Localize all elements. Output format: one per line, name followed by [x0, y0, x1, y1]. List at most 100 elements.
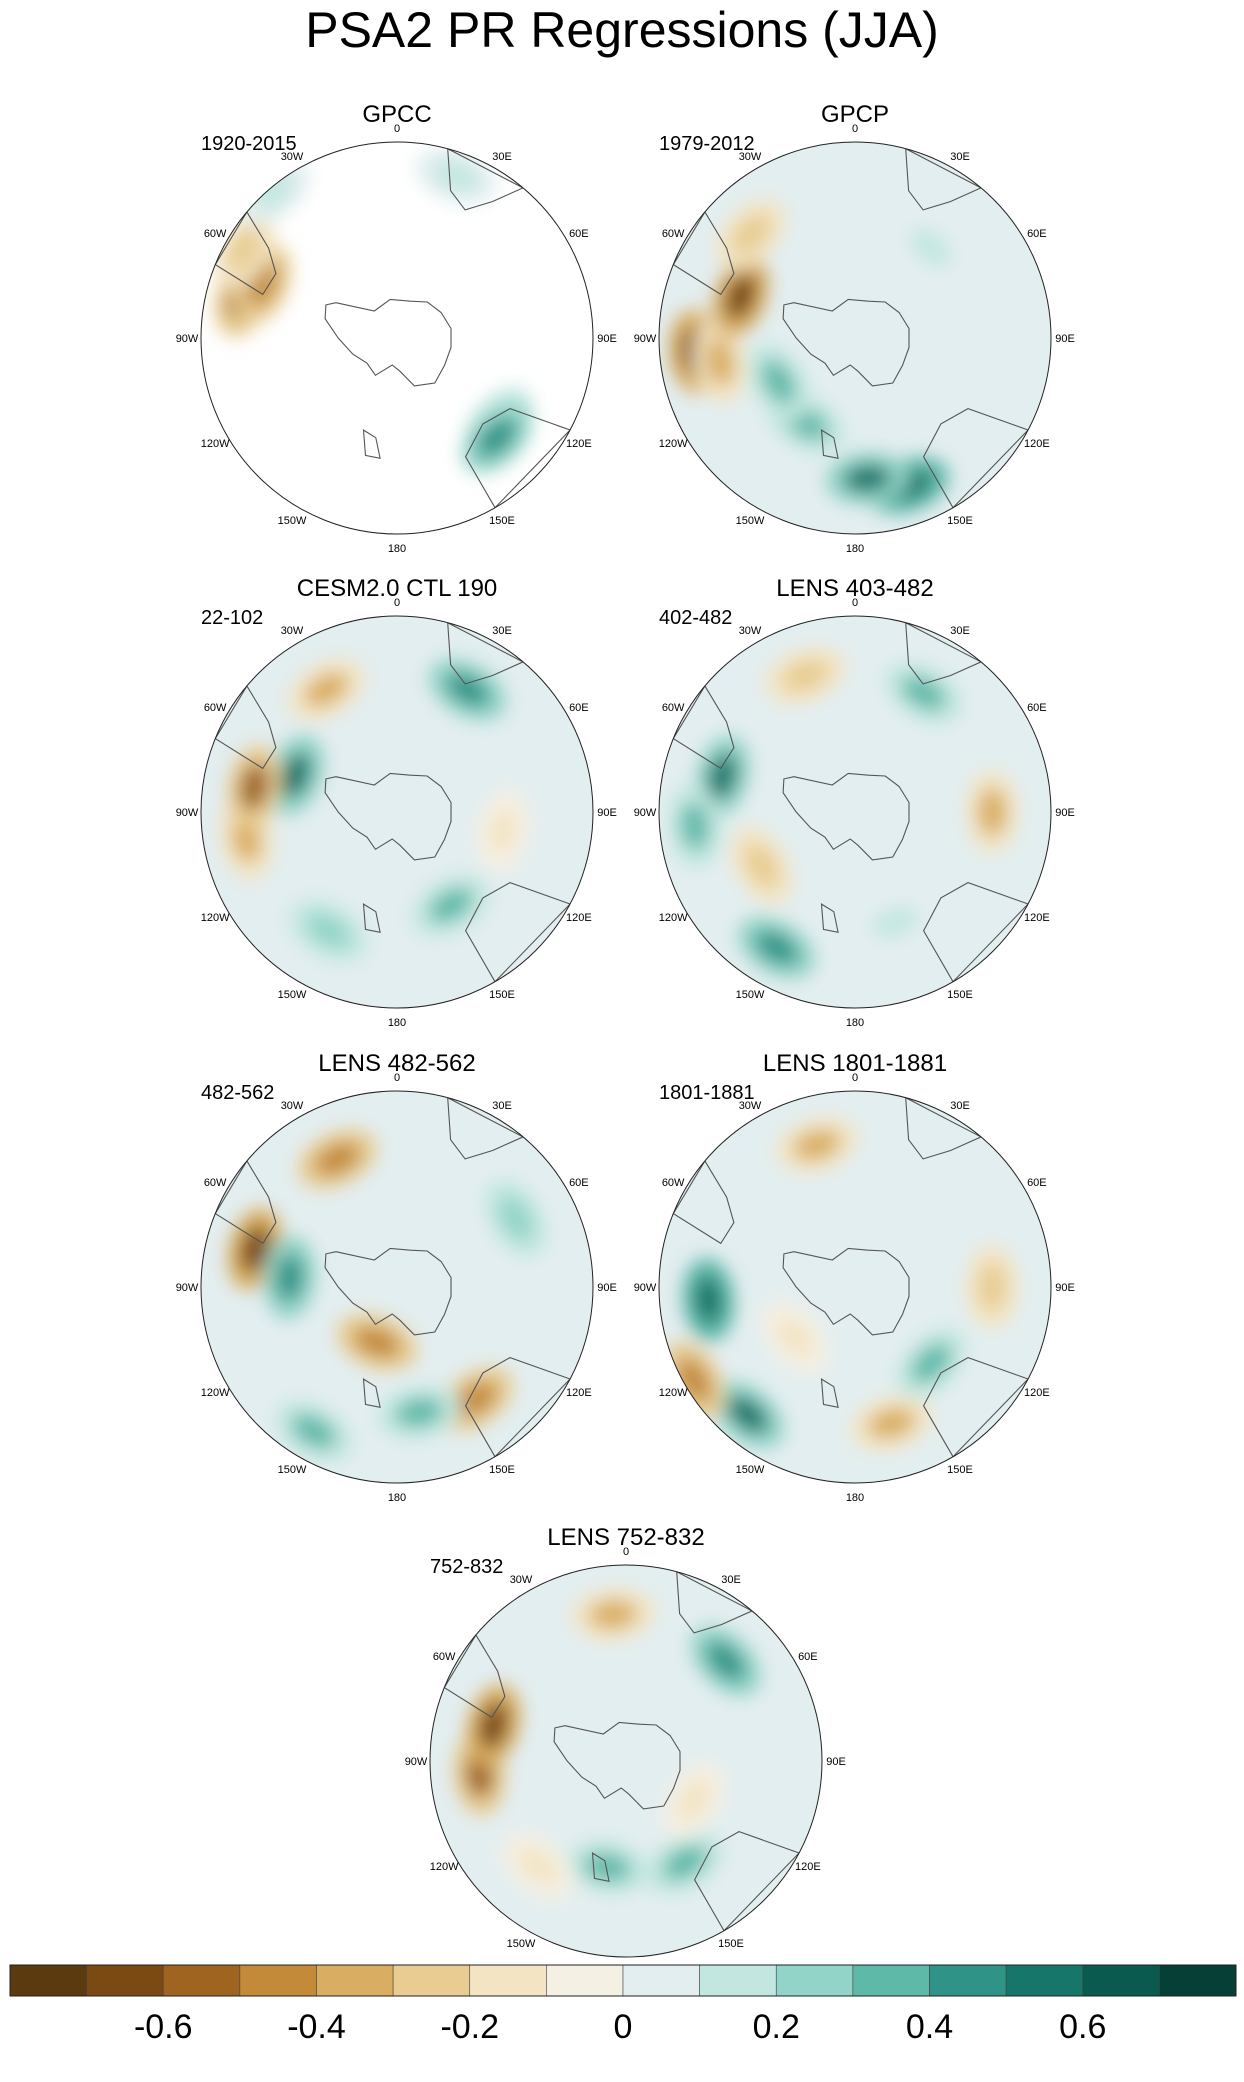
anomaly-core — [910, 229, 952, 267]
anomaly-core — [304, 672, 349, 707]
panel-title: CESM2.0 CTL 190 — [297, 575, 498, 602]
anomaly-core — [306, 913, 351, 948]
longitude-label: 90W — [405, 1756, 428, 1768]
anomaly-core — [754, 930, 799, 965]
longitude-label: 180 — [388, 543, 406, 555]
longitude-label: 90E — [1055, 807, 1075, 819]
longitude-label: 150E — [489, 1464, 515, 1476]
longitude-label: 90E — [597, 1282, 617, 1294]
anomaly-core — [445, 672, 490, 707]
anomaly-core — [395, 1398, 443, 1427]
longitude-label: 150E — [718, 1938, 744, 1950]
longitude-label: 60W — [662, 702, 685, 714]
anomaly-core — [680, 802, 709, 850]
anomaly-core — [727, 1395, 769, 1434]
longitude-label: 90W — [176, 333, 199, 345]
longitude-label: 90E — [1055, 333, 1075, 345]
longitude-label: 60E — [1027, 228, 1047, 240]
map-outline — [658, 615, 1052, 1009]
longitude-label: 150E — [947, 515, 973, 527]
coastline — [922, 1356, 1030, 1458]
longitude-label: 90E — [1055, 1282, 1075, 1294]
map-outline — [200, 141, 594, 535]
longitude-label: 120E — [566, 438, 592, 450]
longitude-label: 30W — [739, 1100, 762, 1112]
longitude-label: 150W — [278, 1464, 307, 1476]
longitude-label: 30W — [510, 1574, 533, 1586]
longitude-label: 0 — [394, 597, 400, 609]
panel-period: 1801-1881 — [659, 1082, 755, 1104]
anomaly-core — [843, 464, 892, 493]
map-outline — [429, 1564, 823, 1958]
anomaly-core — [227, 227, 262, 272]
coastline — [672, 1159, 735, 1245]
anomaly-core — [868, 1408, 915, 1439]
coastline — [676, 1570, 754, 1634]
colorbar-tick-label: 0.4 — [906, 2008, 953, 2046]
anomaly-core — [978, 1263, 1007, 1311]
panel-title: LENS 403-482 — [776, 575, 933, 602]
coastline — [782, 772, 910, 861]
map-outline — [658, 141, 1052, 535]
longitude-label: 0 — [394, 1072, 400, 1084]
coastline — [782, 1247, 910, 1336]
longitude-label: 90E — [597, 807, 617, 819]
longitude-label: 60W — [662, 228, 685, 240]
anomaly-core — [589, 1600, 638, 1629]
longitude-label: 150W — [736, 1464, 765, 1476]
longitude-label: 150W — [278, 515, 307, 527]
colorbar-tick-label: -0.4 — [287, 2008, 346, 2046]
anomaly-core — [793, 1130, 841, 1160]
anomaly-core — [239, 763, 269, 811]
longitude-label: 30E — [950, 1100, 970, 1112]
longitude-label: 120E — [1024, 438, 1050, 450]
map-panel: LENS 482-562 482-562 0 30E 60E 90E 120E 150E 180… — [176, 1050, 617, 1504]
anomaly-core — [901, 676, 946, 711]
anomaly-core — [706, 1641, 746, 1681]
longitude-label: 60W — [433, 1651, 456, 1663]
coastline — [672, 684, 735, 770]
anomaly-core — [353, 1326, 400, 1358]
panel-period: 402-482 — [659, 607, 732, 629]
longitude-label: 120W — [201, 438, 230, 450]
longitude-label: 120E — [795, 1861, 821, 1873]
longitude-label: 120W — [659, 912, 688, 924]
coastline — [447, 621, 525, 685]
coastline — [922, 407, 1030, 509]
longitude-label: 60E — [569, 702, 589, 714]
longitude-label: 30E — [492, 151, 512, 163]
map-panel: LENS 752-832 752-832 0 30E 60E 90E 120E 150E 180… — [405, 1524, 846, 1978]
coastline — [443, 1633, 506, 1719]
longitude-label: 120E — [566, 912, 592, 924]
anomaly-core — [454, 1381, 497, 1418]
longitude-label: 150E — [489, 515, 515, 527]
longitude-label: 180 — [388, 1017, 406, 1029]
longitude-label: 120E — [1024, 912, 1050, 924]
anomaly-core — [776, 1316, 814, 1358]
panel-period: 1979-2012 — [659, 133, 755, 155]
coastline — [820, 429, 839, 460]
longitude-label: 30E — [950, 625, 970, 637]
coastline — [905, 1096, 983, 1160]
longitude-label: 30E — [721, 1574, 741, 1586]
map-outline — [658, 1090, 1052, 1484]
colorbar-tick-label: 0.2 — [753, 2008, 800, 2046]
longitude-label: 150W — [278, 989, 307, 1001]
coastline — [464, 1356, 572, 1458]
coastline — [693, 1830, 801, 1932]
anomaly-core — [314, 1142, 360, 1176]
coastline — [553, 1721, 681, 1810]
map-panel: LENS 1801-1881 1801-1881 0 30E 60E 90E 120E 150… — [634, 1050, 1075, 1504]
anomaly-core — [583, 1852, 632, 1882]
longitude-label: 180 — [846, 543, 864, 555]
longitude-label: 120E — [1024, 1387, 1050, 1399]
colorbar-tick-label: -0.6 — [134, 2008, 193, 2046]
panel-title: LENS 482-562 — [318, 1050, 475, 1077]
anomaly-core — [488, 806, 518, 855]
longitude-label: 150E — [947, 1464, 973, 1476]
anomaly-core — [280, 752, 312, 799]
longitude-label: 180 — [846, 1492, 864, 1504]
longitude-label: 60E — [798, 1651, 818, 1663]
anomaly-core — [744, 843, 779, 888]
map-outline — [200, 615, 594, 1009]
